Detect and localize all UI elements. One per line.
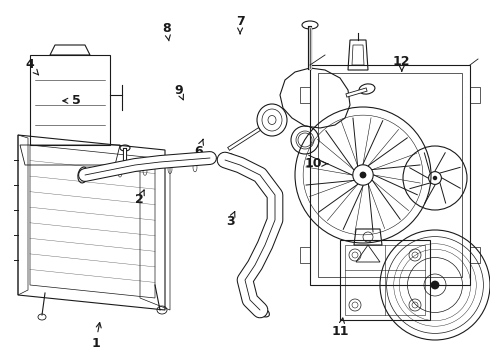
Bar	[470, 247, 480, 263]
Text: 10: 10	[305, 157, 328, 170]
Text: 2: 2	[135, 190, 144, 206]
Text: 12: 12	[393, 55, 411, 71]
Text: 1: 1	[91, 323, 101, 350]
Bar	[470, 87, 480, 103]
Text: 5: 5	[63, 94, 80, 107]
Circle shape	[431, 280, 440, 289]
Text: 8: 8	[162, 22, 171, 41]
Text: 11: 11	[332, 318, 349, 338]
Circle shape	[360, 172, 367, 179]
Text: 4: 4	[25, 58, 39, 75]
Bar	[345, 245, 425, 315]
Text: 9: 9	[174, 84, 183, 100]
Text: 7: 7	[236, 15, 245, 34]
Bar	[300, 87, 310, 103]
Text: 6: 6	[194, 139, 203, 158]
Text: 3: 3	[226, 212, 235, 228]
Bar	[340, 240, 430, 320]
Circle shape	[433, 176, 437, 180]
Bar	[300, 247, 310, 263]
